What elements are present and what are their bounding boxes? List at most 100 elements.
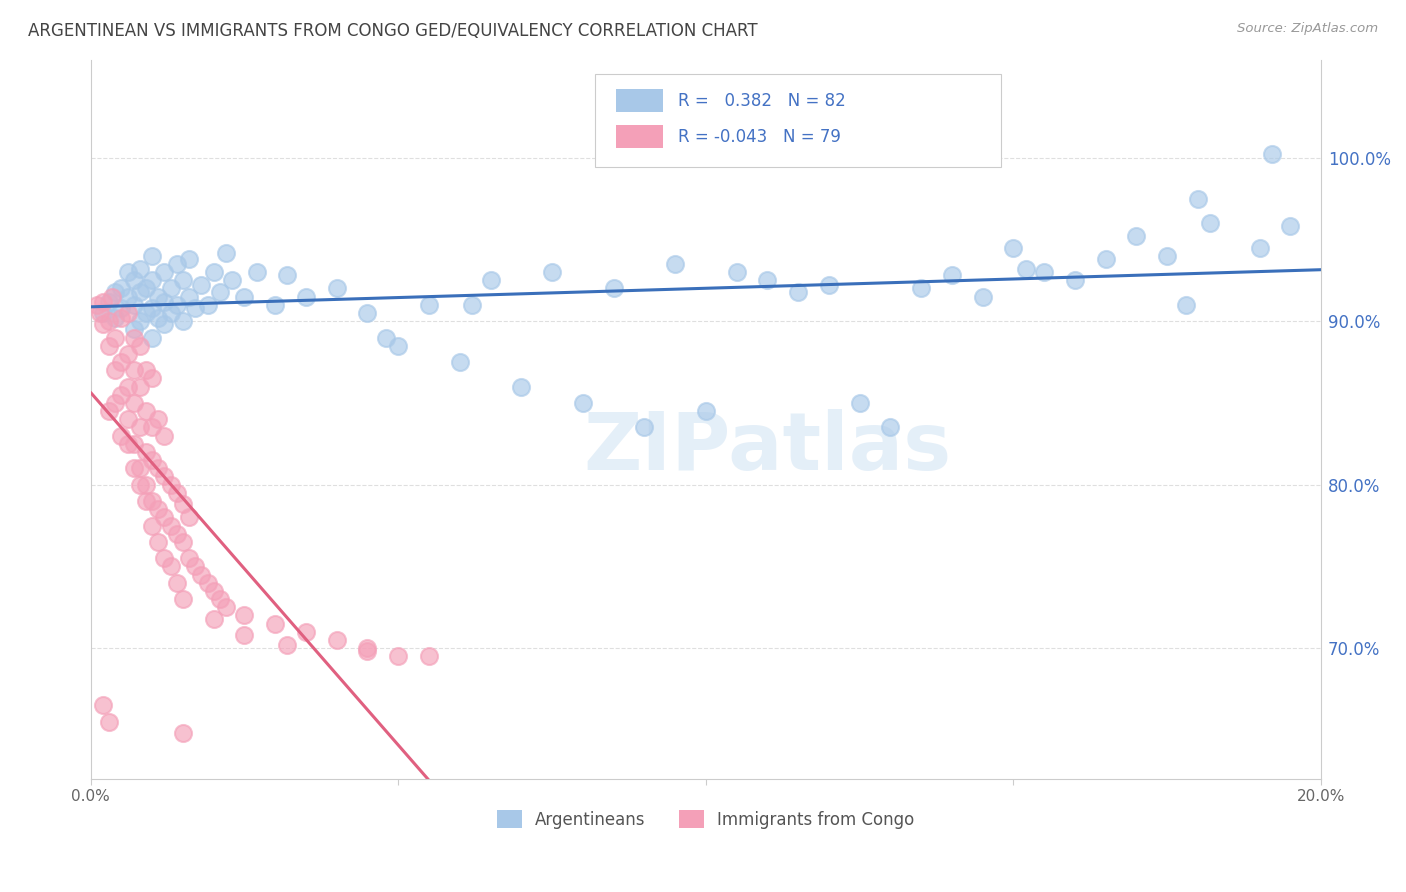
Point bbox=[374, 330, 396, 344]
Point bbox=[141, 518, 163, 533]
Point bbox=[141, 273, 163, 287]
Point bbox=[104, 310, 127, 325]
Point bbox=[153, 551, 176, 566]
Point bbox=[356, 306, 378, 320]
Point bbox=[1064, 273, 1087, 287]
Point bbox=[1261, 147, 1284, 161]
Point bbox=[787, 285, 810, 299]
Point bbox=[602, 281, 624, 295]
Point bbox=[141, 330, 163, 344]
Point bbox=[104, 396, 127, 410]
Legend: Argentineans, Immigrants from Congo: Argentineans, Immigrants from Congo bbox=[491, 804, 921, 835]
Point bbox=[910, 281, 932, 295]
Point bbox=[117, 412, 139, 426]
Point bbox=[325, 632, 347, 647]
Point bbox=[104, 363, 127, 377]
Point bbox=[264, 298, 287, 312]
Point bbox=[197, 575, 219, 590]
Point bbox=[122, 273, 145, 287]
Point bbox=[159, 559, 181, 574]
Point bbox=[166, 575, 188, 590]
Point bbox=[221, 273, 243, 287]
Point bbox=[818, 278, 841, 293]
Point bbox=[141, 301, 163, 315]
Point bbox=[387, 649, 409, 664]
Point bbox=[128, 420, 150, 434]
Point bbox=[135, 494, 157, 508]
Point bbox=[128, 314, 150, 328]
Point bbox=[141, 420, 163, 434]
Point bbox=[166, 526, 188, 541]
Point bbox=[128, 477, 150, 491]
Point bbox=[208, 285, 231, 299]
Point bbox=[1033, 265, 1056, 279]
Point bbox=[177, 290, 200, 304]
Point bbox=[184, 301, 207, 315]
Point bbox=[91, 294, 114, 309]
Point bbox=[122, 363, 145, 377]
Point bbox=[202, 265, 225, 279]
Point bbox=[295, 290, 318, 304]
Point bbox=[325, 281, 347, 295]
Point bbox=[295, 624, 318, 639]
Text: ZIPatlas: ZIPatlas bbox=[583, 409, 952, 487]
Point bbox=[1094, 252, 1116, 266]
Point bbox=[215, 245, 238, 260]
Point bbox=[725, 265, 748, 279]
Point bbox=[177, 252, 200, 266]
Point bbox=[122, 298, 145, 312]
Point bbox=[91, 318, 114, 332]
Point bbox=[172, 314, 194, 328]
Point bbox=[135, 363, 157, 377]
Point bbox=[1187, 192, 1209, 206]
Point bbox=[695, 404, 717, 418]
Point bbox=[177, 551, 200, 566]
Point bbox=[756, 273, 779, 287]
Point bbox=[98, 714, 121, 729]
Point bbox=[356, 641, 378, 656]
Point bbox=[972, 290, 994, 304]
Point bbox=[153, 265, 176, 279]
Point bbox=[98, 294, 121, 309]
Point bbox=[135, 445, 157, 459]
Point bbox=[1279, 219, 1302, 234]
Point bbox=[941, 268, 963, 283]
Text: Source: ZipAtlas.com: Source: ZipAtlas.com bbox=[1237, 22, 1378, 36]
Point bbox=[153, 510, 176, 524]
Point bbox=[91, 698, 114, 713]
Point bbox=[159, 477, 181, 491]
Text: R = -0.043   N = 79: R = -0.043 N = 79 bbox=[678, 128, 841, 145]
FancyBboxPatch shape bbox=[595, 74, 1001, 168]
Point bbox=[1125, 229, 1147, 244]
Point bbox=[135, 306, 157, 320]
Point bbox=[1174, 298, 1197, 312]
Point bbox=[148, 461, 170, 475]
Point bbox=[98, 404, 121, 418]
Point bbox=[633, 420, 655, 434]
Point bbox=[141, 494, 163, 508]
Point bbox=[148, 534, 170, 549]
Point bbox=[172, 592, 194, 607]
Text: R =   0.382   N = 82: R = 0.382 N = 82 bbox=[678, 92, 845, 110]
Point bbox=[141, 249, 163, 263]
Point bbox=[141, 371, 163, 385]
Point bbox=[202, 583, 225, 598]
Point bbox=[208, 592, 231, 607]
Point bbox=[461, 298, 484, 312]
Point bbox=[387, 339, 409, 353]
Point bbox=[848, 396, 870, 410]
Point bbox=[110, 281, 132, 295]
Point bbox=[1249, 241, 1271, 255]
Point bbox=[664, 257, 686, 271]
Point bbox=[1199, 216, 1222, 230]
Point bbox=[110, 355, 132, 369]
Point bbox=[153, 469, 176, 483]
Point bbox=[166, 257, 188, 271]
Point bbox=[190, 278, 212, 293]
Point bbox=[141, 453, 163, 467]
Point bbox=[117, 379, 139, 393]
Point bbox=[1156, 249, 1178, 263]
Point bbox=[104, 285, 127, 299]
Point bbox=[148, 310, 170, 325]
Point bbox=[128, 285, 150, 299]
